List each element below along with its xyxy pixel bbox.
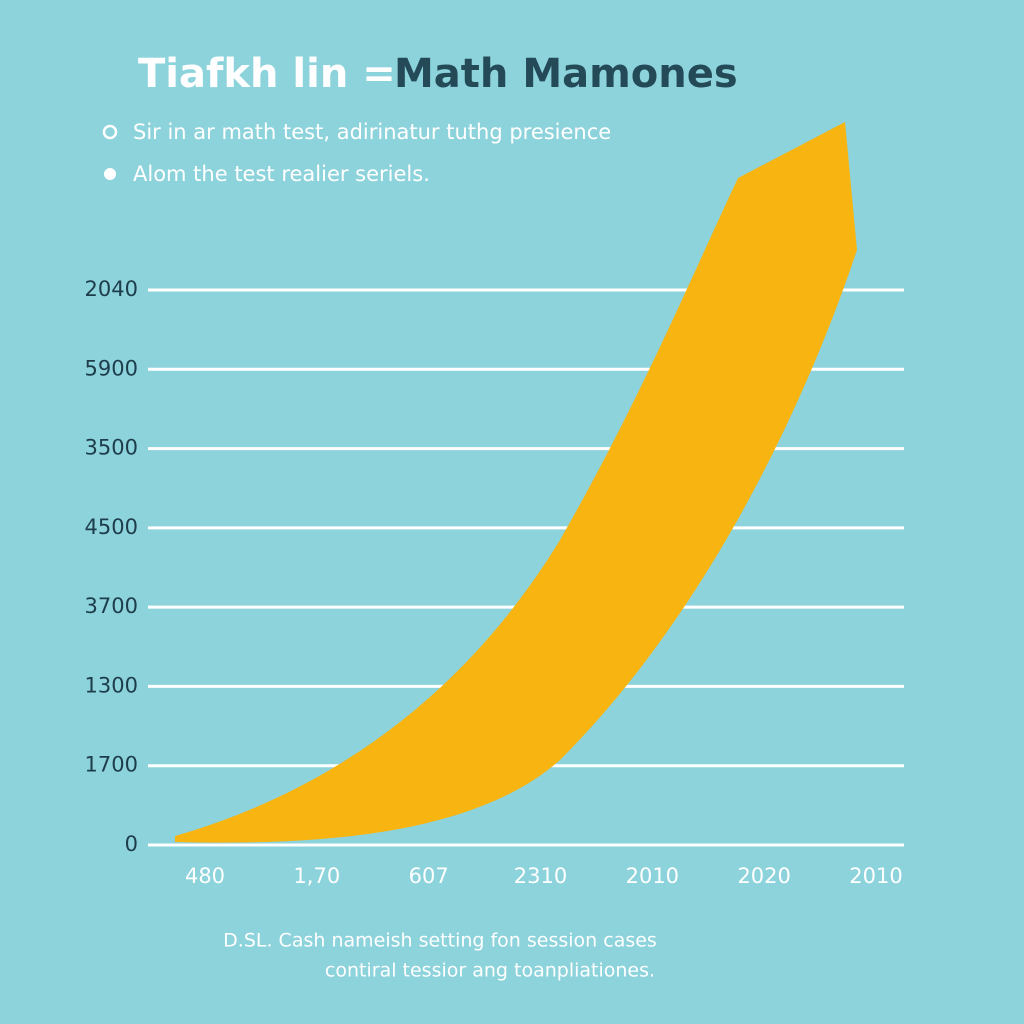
caption: D.SL. Cash nameish setting fon session c… (223, 930, 657, 952)
y-axis-label: 3500 (85, 436, 138, 460)
x-axis-label: 2310 (514, 864, 567, 888)
note: Alom the test realier seriels. (133, 162, 430, 186)
x-axis-label: 607 (409, 864, 449, 888)
x-axis: 480 1,70 607 2310 2010 2020 2010 (185, 864, 903, 888)
y-axis-label: 5900 (85, 356, 138, 380)
y-axis-label: 3700 (85, 594, 138, 618)
x-axis-label: 480 (185, 864, 225, 888)
title-light: Tiafkh lin = (138, 51, 396, 97)
x-axis-label: 1,70 (293, 864, 340, 888)
y-axis-label: 1300 (85, 673, 138, 697)
note-bullet-hollow (102, 124, 118, 140)
x-axis-label: 2020 (737, 864, 790, 888)
note-bullet (104, 168, 116, 180)
x-axis-label: 2010 (626, 864, 679, 888)
note: Sir in ar math test, adirinatur tuthg pr… (133, 120, 611, 144)
title-dark: Math Mamones (394, 51, 738, 97)
caption: contiral tessior ang toanpliationes. (325, 960, 655, 982)
y-axis-label: 4500 (85, 515, 138, 539)
area-shape (175, 122, 857, 843)
y-axis-label: 0 (125, 832, 138, 856)
x-axis-label: 2010 (849, 864, 902, 888)
y-axis-label: 2040 (85, 277, 138, 301)
y-axis-label: 1700 (85, 753, 138, 777)
